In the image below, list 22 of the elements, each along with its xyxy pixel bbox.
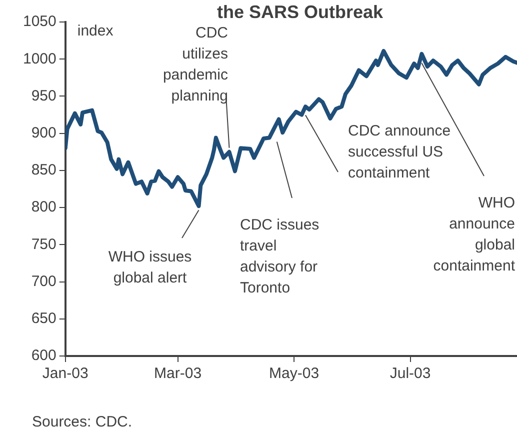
x-tick-label: Mar-03 <box>154 365 202 382</box>
x-tick-label: Jul-03 <box>390 365 431 382</box>
chart-title: the SARS Outbreak <box>216 2 384 22</box>
annotation: CDC issues travel advisory for Toronto <box>240 216 320 297</box>
y-tick-label: 750 <box>31 236 56 253</box>
y-tick-label: 850 <box>31 162 56 179</box>
y-tick-label: 950 <box>31 87 56 104</box>
y-tick-label: 600 <box>31 347 56 364</box>
y-axis-title: index <box>77 22 114 40</box>
y-tick-label: 800 <box>31 198 56 216</box>
x-tick-label: May-03 <box>269 365 320 382</box>
source-note: Sources: CDC. <box>32 414 132 431</box>
y-tick-label: 650 <box>31 310 56 328</box>
y-tick-label: 900 <box>31 124 56 142</box>
x-tick-label: Jan-03 <box>42 365 88 382</box>
annotation: WHO announce global containment <box>433 194 516 275</box>
y-tick-label: 1050 <box>22 13 56 30</box>
annotation: WHO issues global alert <box>108 248 192 287</box>
annotation: CDC announce successful US containment <box>348 122 451 182</box>
y-tick-label: 700 <box>31 272 56 290</box>
annotation: CDC utilizes pandemic planning <box>162 24 228 105</box>
y-tick-label: 1000 <box>22 50 56 68</box>
